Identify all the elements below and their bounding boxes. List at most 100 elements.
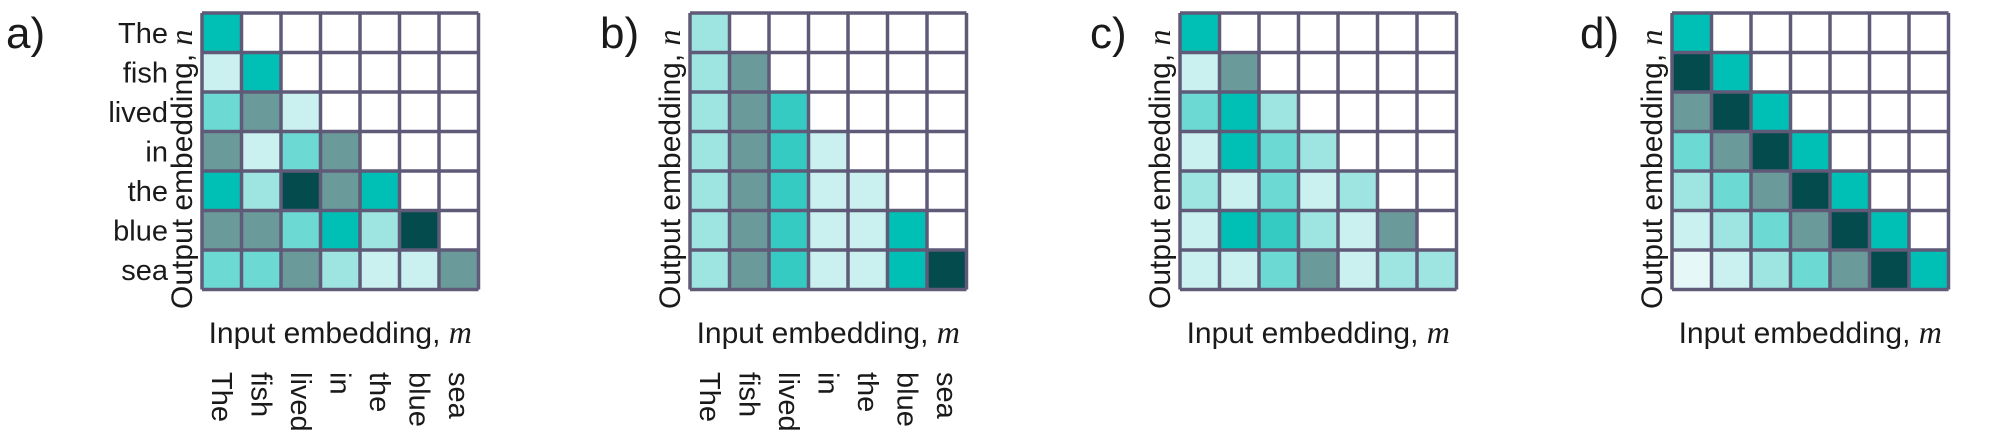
matrix-cell: [1298, 171, 1338, 211]
x-axis-label: Input embedding, m: [1187, 314, 1450, 350]
panel-c: c) Output embedding, n Input embedding, m: [1090, 9, 1459, 350]
matrix-cell: [281, 131, 321, 171]
matrix-cell: [320, 52, 360, 92]
matrix-cell: [690, 171, 730, 211]
matrix-cell: [1180, 250, 1220, 290]
matrix-cell: [1830, 13, 1870, 53]
matrix-cell: [887, 92, 927, 132]
row-word: in: [145, 136, 168, 168]
matrix-cell: [1711, 13, 1751, 53]
column-word: The: [205, 372, 237, 422]
matrix-cell: [1259, 131, 1299, 171]
matrix-cell: [360, 52, 400, 92]
matrix-cell: [1377, 131, 1417, 171]
matrix-cell: [769, 171, 809, 211]
matrix-cell: [729, 92, 769, 132]
matrix-cell: [1711, 92, 1751, 132]
matrix-cell: [1338, 92, 1378, 132]
matrix-cell: [848, 250, 888, 290]
matrix-cell: [1751, 210, 1791, 250]
matrix-cell: [202, 92, 242, 132]
matrix-cell: [887, 250, 927, 290]
matrix-cell: [808, 250, 848, 290]
matrix-cell: [360, 210, 400, 250]
matrix-cell: [769, 250, 809, 290]
matrix-cell: [1790, 52, 1830, 92]
matrix-cell: [729, 13, 769, 53]
matrix-cell: [1180, 210, 1220, 250]
matrix-cell: [927, 210, 967, 250]
matrix-cell: [1909, 13, 1949, 53]
matrix-cell: [1830, 250, 1870, 290]
matrix-cell: [729, 131, 769, 171]
matrix-cell: [241, 13, 281, 53]
matrix-cell: [360, 131, 400, 171]
matrix-cell: [887, 13, 927, 53]
matrix-cell: [399, 92, 439, 132]
matrix-cell: [1790, 210, 1830, 250]
matrix-cell: [202, 13, 242, 53]
matrix-cell: [1219, 131, 1259, 171]
matrix-cell: [1830, 92, 1870, 132]
matrix-cell: [887, 52, 927, 92]
matrix-cell: [1869, 92, 1909, 132]
matrix-cell: [439, 131, 479, 171]
matrix-cell: [1672, 210, 1712, 250]
matrix-cell: [848, 210, 888, 250]
matrix-cell: [1377, 210, 1417, 250]
matrix-cell: [399, 13, 439, 53]
column-word: in: [811, 372, 843, 395]
panel-d: d) Output embedding, n Input embedding, m: [1580, 9, 1951, 350]
y-axis-label: Output embedding, n: [651, 29, 687, 309]
matrix-cell: [281, 210, 321, 250]
column-word: blue: [402, 372, 434, 427]
matrix-cell: [241, 131, 281, 171]
matrix-cell: [690, 52, 730, 92]
matrix-cell: [439, 210, 479, 250]
panel-a: a) Output embedding, n Input embedding, m T…: [6, 9, 481, 432]
matrix-cell: [439, 52, 479, 92]
column-word: the: [363, 372, 395, 412]
matrix-cell: [360, 13, 400, 53]
matrix-cell: [399, 210, 439, 250]
row-word: the: [128, 176, 168, 208]
matrix-cell: [281, 250, 321, 290]
matrix-cell: [927, 52, 967, 92]
column-word: fish: [732, 372, 764, 417]
row-word: sea: [121, 255, 169, 287]
matrix-cell: [320, 171, 360, 211]
panel-letter: c): [1090, 9, 1127, 58]
matrix-cell: [1180, 52, 1220, 92]
matrix-cell: [887, 210, 927, 250]
matrix-cell: [399, 52, 439, 92]
matrix-cell: [202, 250, 242, 290]
matrix-cell: [1417, 92, 1457, 132]
matrix-cell: [281, 13, 321, 53]
matrix-cell: [729, 52, 769, 92]
matrix-cell: [1338, 131, 1378, 171]
matrix-cell: [1377, 250, 1417, 290]
matrix-cell: [1909, 52, 1949, 92]
matrix-cell: [1830, 210, 1870, 250]
matrix-cell: [1417, 250, 1457, 290]
matrix-cell: [1711, 210, 1751, 250]
matrix-cell: [808, 131, 848, 171]
matrix-cell: [1417, 210, 1457, 250]
matrix-cell: [927, 13, 967, 53]
matrix-cell: [769, 52, 809, 92]
matrix-cell: [1909, 210, 1949, 250]
matrix-cell: [1377, 52, 1417, 92]
matrix-cell: [848, 92, 888, 132]
matrix-cell: [927, 131, 967, 171]
matrix-cell: [1672, 250, 1712, 290]
matrix-cell: [848, 13, 888, 53]
column-word: the: [851, 372, 883, 412]
column-word: in: [323, 372, 355, 395]
matrix-cell: [808, 210, 848, 250]
matrix-cell: [848, 131, 888, 171]
matrix-cell: [887, 171, 927, 211]
matrix-cell: [1219, 250, 1259, 290]
matrix-cell: [1711, 250, 1751, 290]
matrix-cell: [1219, 52, 1259, 92]
matrix-cell: [1711, 171, 1751, 211]
